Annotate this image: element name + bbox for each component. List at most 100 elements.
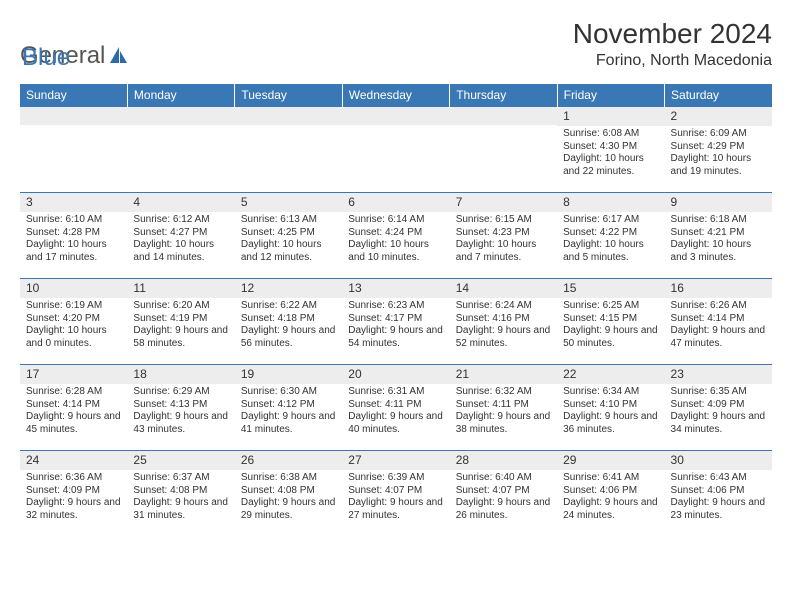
- week-row: 10Sunrise: 6:19 AMSunset: 4:20 PMDayligh…: [20, 279, 772, 365]
- day-number: 11: [127, 279, 234, 298]
- day-body: Sunrise: 6:43 AMSunset: 4:06 PMDaylight:…: [665, 470, 772, 526]
- day-body: Sunrise: 6:36 AMSunset: 4:09 PMDaylight:…: [20, 470, 127, 526]
- day-cell: 2Sunrise: 6:09 AMSunset: 4:29 PMDaylight…: [665, 107, 772, 193]
- sunrise-text: Sunrise: 6:14 AM: [348, 214, 443, 227]
- sunset-text: Sunset: 4:06 PM: [563, 485, 658, 498]
- day-body: Sunrise: 6:18 AMSunset: 4:21 PMDaylight:…: [665, 212, 772, 268]
- day-cell: 28Sunrise: 6:40 AMSunset: 4:07 PMDayligh…: [450, 451, 557, 537]
- daylight-text: Daylight: 10 hours and 7 minutes.: [456, 239, 551, 264]
- title-block: November 2024 Forino, North Macedonia: [573, 18, 772, 70]
- day-body: Sunrise: 6:34 AMSunset: 4:10 PMDaylight:…: [557, 384, 664, 440]
- sunset-text: Sunset: 4:25 PM: [241, 227, 336, 240]
- day-number: 29: [557, 451, 664, 470]
- day-cell: 19Sunrise: 6:30 AMSunset: 4:12 PMDayligh…: [235, 365, 342, 451]
- day-number: 22: [557, 365, 664, 384]
- day-number: 17: [20, 365, 127, 384]
- daylight-text: Daylight: 10 hours and 22 minutes.: [563, 153, 658, 178]
- day-body: Sunrise: 6:28 AMSunset: 4:14 PMDaylight:…: [20, 384, 127, 440]
- daylight-text: Daylight: 9 hours and 50 minutes.: [563, 325, 658, 350]
- sunrise-text: Sunrise: 6:32 AM: [456, 386, 551, 399]
- day-body: [450, 125, 557, 131]
- day-number: 18: [127, 365, 234, 384]
- day-cell: 24Sunrise: 6:36 AMSunset: 4:09 PMDayligh…: [20, 451, 127, 537]
- day-cell: [450, 107, 557, 193]
- daylight-text: Daylight: 10 hours and 0 minutes.: [26, 325, 121, 350]
- day-number: 23: [665, 365, 772, 384]
- month-title: November 2024: [573, 18, 772, 50]
- day-number: [342, 107, 449, 125]
- day-number: 6: [342, 193, 449, 212]
- week-row: 1Sunrise: 6:08 AMSunset: 4:30 PMDaylight…: [20, 107, 772, 193]
- day-body: Sunrise: 6:17 AMSunset: 4:22 PMDaylight:…: [557, 212, 664, 268]
- daylight-text: Daylight: 9 hours and 34 minutes.: [671, 411, 766, 436]
- sunset-text: Sunset: 4:20 PM: [26, 313, 121, 326]
- day-cell: 3Sunrise: 6:10 AMSunset: 4:28 PMDaylight…: [20, 193, 127, 279]
- sunset-text: Sunset: 4:27 PM: [133, 227, 228, 240]
- sunrise-text: Sunrise: 6:12 AM: [133, 214, 228, 227]
- day-cell: 12Sunrise: 6:22 AMSunset: 4:18 PMDayligh…: [235, 279, 342, 365]
- dow-wed: Wednesday: [342, 84, 449, 107]
- day-cell: 7Sunrise: 6:15 AMSunset: 4:23 PMDaylight…: [450, 193, 557, 279]
- day-body: Sunrise: 6:13 AMSunset: 4:25 PMDaylight:…: [235, 212, 342, 268]
- sunrise-text: Sunrise: 6:37 AM: [133, 472, 228, 485]
- dow-sun: Sunday: [20, 84, 127, 107]
- day-number: 27: [342, 451, 449, 470]
- sunset-text: Sunset: 4:18 PM: [241, 313, 336, 326]
- week-row: 17Sunrise: 6:28 AMSunset: 4:14 PMDayligh…: [20, 365, 772, 451]
- day-number: 16: [665, 279, 772, 298]
- sunset-text: Sunset: 4:24 PM: [348, 227, 443, 240]
- sunset-text: Sunset: 4:28 PM: [26, 227, 121, 240]
- daylight-text: Daylight: 9 hours and 43 minutes.: [133, 411, 228, 436]
- sunset-text: Sunset: 4:13 PM: [133, 399, 228, 412]
- sunrise-text: Sunrise: 6:36 AM: [26, 472, 121, 485]
- day-number: 25: [127, 451, 234, 470]
- sunset-text: Sunset: 4:11 PM: [456, 399, 551, 412]
- day-cell: 21Sunrise: 6:32 AMSunset: 4:11 PMDayligh…: [450, 365, 557, 451]
- sunrise-text: Sunrise: 6:15 AM: [456, 214, 551, 227]
- day-body: [20, 125, 127, 131]
- sunset-text: Sunset: 4:07 PM: [456, 485, 551, 498]
- sunrise-text: Sunrise: 6:26 AM: [671, 300, 766, 313]
- day-body: Sunrise: 6:20 AMSunset: 4:19 PMDaylight:…: [127, 298, 234, 354]
- day-number: 24: [20, 451, 127, 470]
- day-body: Sunrise: 6:08 AMSunset: 4:30 PMDaylight:…: [557, 126, 664, 182]
- day-cell: 22Sunrise: 6:34 AMSunset: 4:10 PMDayligh…: [557, 365, 664, 451]
- sunrise-text: Sunrise: 6:19 AM: [26, 300, 121, 313]
- sunset-text: Sunset: 4:14 PM: [671, 313, 766, 326]
- day-cell: 25Sunrise: 6:37 AMSunset: 4:08 PMDayligh…: [127, 451, 234, 537]
- sunrise-text: Sunrise: 6:35 AM: [671, 386, 766, 399]
- dow-mon: Monday: [127, 84, 234, 107]
- day-cell: 27Sunrise: 6:39 AMSunset: 4:07 PMDayligh…: [342, 451, 449, 537]
- day-cell: [235, 107, 342, 193]
- sunset-text: Sunset: 4:07 PM: [348, 485, 443, 498]
- daylight-text: Daylight: 9 hours and 32 minutes.: [26, 497, 121, 522]
- day-body: [235, 125, 342, 131]
- day-cell: 1Sunrise: 6:08 AMSunset: 4:30 PMDaylight…: [557, 107, 664, 193]
- day-number: 13: [342, 279, 449, 298]
- daylight-text: Daylight: 9 hours and 26 minutes.: [456, 497, 551, 522]
- day-body: Sunrise: 6:23 AMSunset: 4:17 PMDaylight:…: [342, 298, 449, 354]
- location: Forino, North Macedonia: [573, 52, 772, 70]
- calendar-body: 1Sunrise: 6:08 AMSunset: 4:30 PMDaylight…: [20, 107, 772, 537]
- day-body: Sunrise: 6:32 AMSunset: 4:11 PMDaylight:…: [450, 384, 557, 440]
- daylight-text: Daylight: 10 hours and 17 minutes.: [26, 239, 121, 264]
- day-number: [235, 107, 342, 125]
- dow-sat: Saturday: [665, 84, 772, 107]
- day-cell: 26Sunrise: 6:38 AMSunset: 4:08 PMDayligh…: [235, 451, 342, 537]
- day-cell: 23Sunrise: 6:35 AMSunset: 4:09 PMDayligh…: [665, 365, 772, 451]
- sunset-text: Sunset: 4:08 PM: [133, 485, 228, 498]
- dow-fri: Friday: [557, 84, 664, 107]
- day-cell: 30Sunrise: 6:43 AMSunset: 4:06 PMDayligh…: [665, 451, 772, 537]
- day-cell: 8Sunrise: 6:17 AMSunset: 4:22 PMDaylight…: [557, 193, 664, 279]
- sunrise-text: Sunrise: 6:25 AM: [563, 300, 658, 313]
- sunset-text: Sunset: 4:09 PM: [26, 485, 121, 498]
- day-number: 9: [665, 193, 772, 212]
- day-cell: 13Sunrise: 6:23 AMSunset: 4:17 PMDayligh…: [342, 279, 449, 365]
- day-body: Sunrise: 6:37 AMSunset: 4:08 PMDaylight:…: [127, 470, 234, 526]
- day-body: Sunrise: 6:10 AMSunset: 4:28 PMDaylight:…: [20, 212, 127, 268]
- day-cell: 5Sunrise: 6:13 AMSunset: 4:25 PMDaylight…: [235, 193, 342, 279]
- day-number: 1: [557, 107, 664, 126]
- sunrise-text: Sunrise: 6:40 AM: [456, 472, 551, 485]
- daylight-text: Daylight: 9 hours and 31 minutes.: [133, 497, 228, 522]
- sunset-text: Sunset: 4:19 PM: [133, 313, 228, 326]
